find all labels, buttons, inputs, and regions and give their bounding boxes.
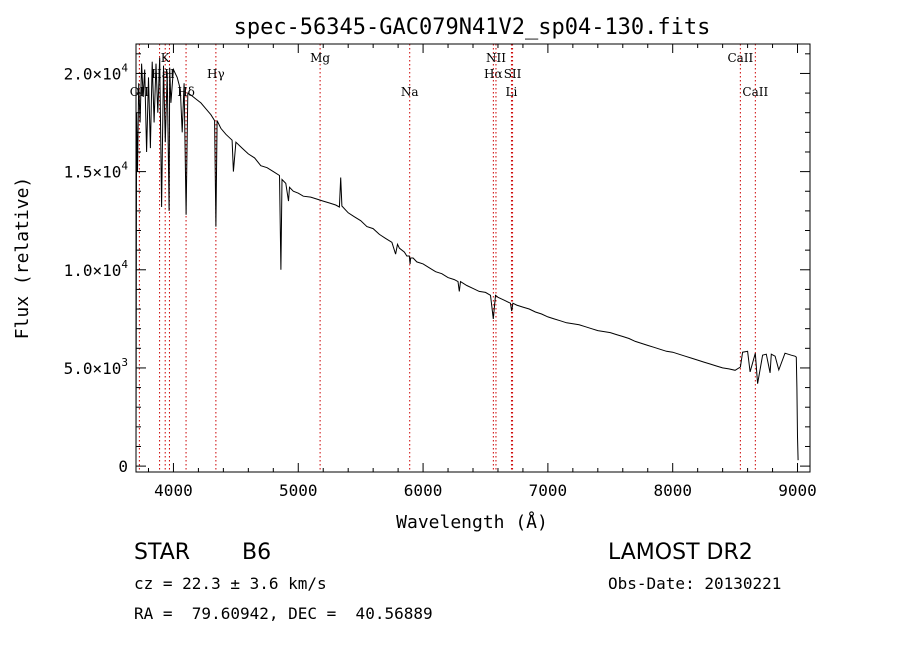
line-marker-label: SII xyxy=(504,67,522,81)
observation-date: Obs-Date: 20130221 xyxy=(608,574,782,593)
x-tick-label: 6000 xyxy=(404,481,443,500)
survey-name: LAMOST DR2 xyxy=(608,540,753,565)
line-marker-label: NII xyxy=(486,51,506,65)
x-axis-label: Wavelength (Å) xyxy=(396,511,548,533)
axes: 4000 5000 6000 7000 8000 9000 0 5.0×103 1.0×104 1… xyxy=(64,44,817,500)
line-marker-label: Na xyxy=(401,85,419,99)
line-marker-label: CaII xyxy=(742,85,768,99)
redshift-cz: cz = 22.3 ± 3.6 km/s xyxy=(134,574,327,593)
spectrum-series-0 xyxy=(135,57,799,461)
plot-frame xyxy=(135,43,811,473)
x-tick-label: 4000 xyxy=(154,481,193,500)
line-marker-label: CaII xyxy=(727,51,753,65)
line-marker-label: Hγ xyxy=(207,67,225,81)
object-subclass: B6 xyxy=(242,540,272,565)
line-marker-label: Hα xyxy=(484,67,503,81)
y-tick-label: 5.0×103 xyxy=(64,356,128,378)
x-tick-label: 5000 xyxy=(279,481,318,500)
line-marker-label: K xyxy=(161,51,171,65)
y-tick-label: 1.5×104 xyxy=(64,160,129,182)
y-tick-label: 1.0×104 xyxy=(64,258,129,280)
y-tick-label: 2.0×104 xyxy=(64,61,129,83)
line-marker-label: Hδ xyxy=(177,85,195,99)
ra-dec-coordinates: RA = 79.60942, DEC = 40.56889 xyxy=(134,604,433,623)
x-tick-label: 7000 xyxy=(529,481,568,500)
line-marker-label: Mg xyxy=(310,51,330,65)
plot-area xyxy=(135,57,799,461)
line-marker-label: Li xyxy=(506,85,518,99)
y-axis-label: Flux (relative) xyxy=(12,177,33,340)
chart-title: spec-56345-GAC079N41V2_sp04-130.fits xyxy=(234,15,711,40)
x-tick-label: 8000 xyxy=(653,481,692,500)
object-class: STAR xyxy=(134,540,191,565)
x-tick-label: 9000 xyxy=(778,481,817,500)
y-tick-label: 0 xyxy=(118,457,128,476)
